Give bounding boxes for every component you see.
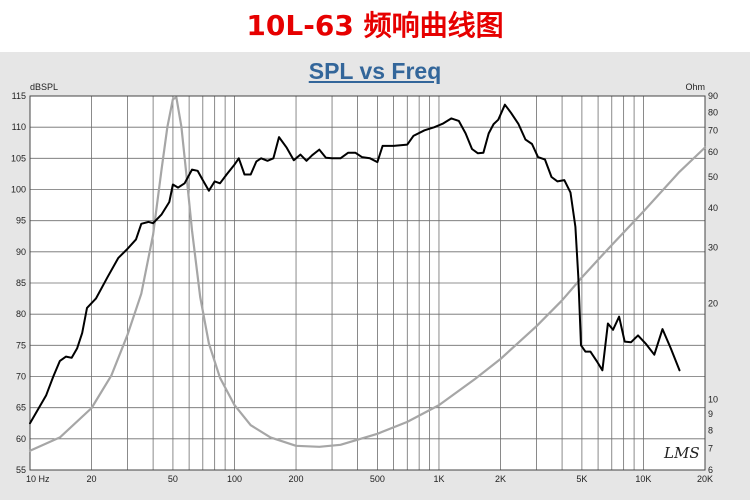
x-tick-label: 5K [576,474,587,484]
x-tick-label: 20 [87,474,97,484]
y-tick-label: 80 [16,309,26,319]
y-tick-label: 55 [16,465,26,475]
y2-tick-label: 40 [708,203,718,213]
x-tick-label: 10K [635,474,651,484]
banner-title: 10L-63 频响曲线图 [246,9,504,42]
x-tick-label: 500 [370,474,385,484]
series-lines [28,96,707,452]
right-axis-unit: Ohm [685,82,705,92]
y2-tick-label: 9 [708,409,713,419]
chart-title: SPL vs Freq [308,58,442,84]
y2-tick-label: 70 [708,126,718,136]
y-tick-label: 75 [16,340,26,350]
y2-tick-label: 60 [708,147,718,157]
y2-tick-label: 8 [708,425,713,435]
plot-frame [29,95,706,471]
x-tick-label: 50 [168,474,178,484]
x-tick-label: 10 Hz [26,474,50,484]
y-tick-label: 85 [16,278,26,288]
y2-tick-label: 7 [708,444,713,454]
x-tick-label: 1K [433,474,444,484]
y-tick-label: 100 [11,185,26,195]
impedance-curve [28,96,707,452]
grid-lines [29,95,706,471]
y-tick-label: 110 [12,122,26,132]
x-tick-label: 20K [697,474,713,484]
y-tick-label: 105 [11,153,26,163]
x-tick-label: 100 [227,474,242,484]
x-tick-label: 200 [289,474,304,484]
axis-labels: dBSPL Ohm 55 60 65 70 75 80 85 90 95 100 105 110 115 6 7… [11,82,718,484]
y2-tick-label: 90 [708,91,718,101]
y2-tick-label: 50 [708,172,718,182]
y-tick-label: 115 [12,91,26,101]
y-tick-label: 60 [16,434,26,444]
y-tick-label: 95 [16,216,26,226]
lms-signature: LMS [664,444,700,462]
left-axis-unit: dBSPL [30,82,58,92]
x-tick-label: 2K [495,474,506,484]
spl-curve [29,103,681,425]
y2-tick-label: 6 [708,465,713,475]
y2-tick-label: 20 [708,299,718,309]
y-tick-label: 70 [16,372,26,382]
y-tick-label: 65 [16,403,26,413]
y2-tick-label: 30 [708,243,718,253]
y-tick-label: 90 [16,247,26,257]
y2-tick-label: 80 [708,107,718,117]
y2-tick-label: 10 [708,394,718,404]
